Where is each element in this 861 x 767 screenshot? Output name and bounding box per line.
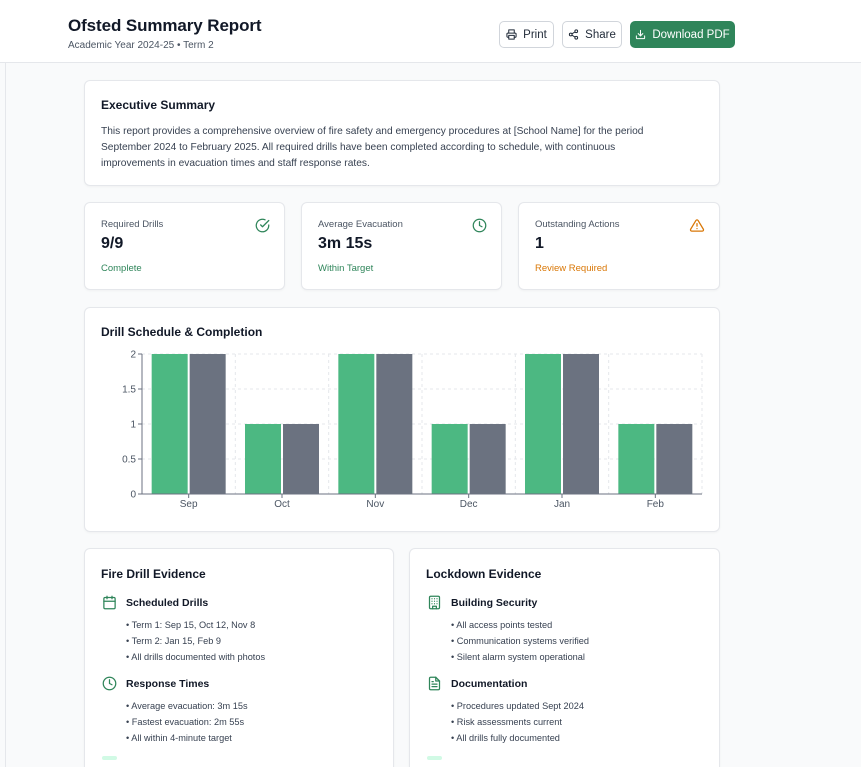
stat-card-average-evacuation: Average Evacuation 3m 15s Within Target — [301, 202, 502, 290]
next-section-icon — [427, 756, 442, 760]
stat-note: Within Target — [318, 263, 374, 274]
executive-summary-title: Executive Summary — [101, 98, 216, 112]
fire-drill-evidence-card: Fire Drill Evidence Scheduled Drills • T… — [84, 548, 394, 767]
stat-label: Outstanding Actions — [535, 219, 620, 230]
download-pdf-label: Download PDF — [652, 28, 730, 41]
stat-value: 3m 15s — [318, 235, 373, 252]
stat-value: 1 — [535, 235, 544, 252]
clock-icon — [472, 218, 487, 238]
evidence-item: • Average evacuation: 3m 15s — [126, 701, 248, 711]
check-circle-icon — [255, 218, 270, 238]
content-divider — [5, 63, 6, 767]
stat-note: Review Required — [535, 263, 608, 274]
evidence-item: • All within 4-minute target — [126, 733, 232, 743]
bar — [189, 354, 226, 494]
x-tick-label: Dec — [460, 499, 478, 510]
building-icon — [427, 595, 442, 615]
lockdown-evidence-card: Lockdown Evidence Building Security • Al… — [409, 548, 720, 767]
fire-evidence-title: Fire Drill Evidence — [101, 567, 206, 581]
warning-triangle-icon — [689, 218, 705, 238]
stat-label: Average Evacuation — [318, 219, 403, 230]
stat-card-required-drills: Required Drills 9/9 Complete — [84, 202, 285, 290]
evidence-item: • Term 2: Jan 15, Feb 9 — [126, 636, 221, 646]
stat-note: Complete — [101, 263, 142, 274]
bar — [376, 354, 413, 494]
printer-icon — [506, 29, 517, 40]
header-bar: Ofsted Summary Report Academic Year 2024… — [0, 0, 861, 63]
y-tick-label: 0.5 — [122, 455, 136, 466]
share-button-label: Share — [585, 28, 616, 41]
bar — [563, 354, 599, 494]
stat-label: Required Drills — [101, 219, 164, 230]
x-tick-label: Oct — [274, 499, 290, 510]
document-icon — [427, 676, 442, 696]
y-tick-label: 2 — [130, 350, 136, 361]
page-title: Ofsted Summary Report — [68, 16, 262, 35]
evidence-item: • Risk assessments current — [451, 717, 562, 727]
x-tick-label: Sep — [180, 499, 198, 510]
bar — [151, 354, 188, 494]
x-tick-label: Nov — [366, 499, 384, 510]
bar — [338, 354, 375, 494]
share-icon — [568, 29, 579, 40]
evidence-item: • All drills documented with photos — [126, 652, 266, 662]
evidence-section-title: Response Times — [126, 678, 210, 690]
page-subtitle: Academic Year 2024-25 • Term 2 — [68, 40, 214, 51]
share-button[interactable]: Share — [562, 21, 622, 48]
evidence-item: • All access points tested — [451, 620, 553, 630]
executive-summary-card: Executive Summary This report provides a… — [84, 80, 720, 186]
bar — [469, 424, 506, 494]
evidence-section-title: Scheduled Drills — [126, 597, 209, 609]
drill-schedule-chart-card: Drill Schedule & Completion 0 0.5 1 1.5 2 Sep… — [84, 307, 720, 532]
x-tick-label: Jan — [554, 499, 570, 510]
calendar-icon — [102, 595, 117, 615]
y-tick-label: 1 — [130, 420, 136, 431]
bar — [245, 424, 281, 494]
clock-icon — [102, 676, 117, 696]
print-button-label: Print — [523, 28, 547, 41]
evidence-item: • Silent alarm system operational — [451, 652, 585, 662]
download-pdf-button[interactable]: Download PDF — [630, 21, 735, 48]
bar — [618, 424, 655, 494]
executive-summary-text: This report provides a comprehensive ove… — [101, 126, 644, 169]
evidence-item: • Procedures updated Sept 2024 — [451, 701, 584, 711]
y-tick-label: 0 — [130, 490, 136, 501]
next-section-icon — [102, 756, 117, 760]
evidence-item: • Term 1: Sep 15, Oct 12, Nov 8 — [126, 620, 256, 630]
evidence-item: • Fastest evacuation: 2m 55s — [126, 717, 245, 727]
stat-value: 9/9 — [101, 235, 124, 252]
evidence-section-title: Building Security — [451, 597, 538, 609]
evidence-item: • Communication systems verified — [451, 636, 590, 646]
download-icon — [635, 29, 646, 40]
drill-schedule-chart: 0 0.5 1 1.5 2 Sep Oct Nov Dec Jan Feb — [122, 350, 703, 510]
evidence-item: • All drills fully documented — [451, 733, 560, 743]
x-tick-label: Feb — [647, 499, 665, 510]
bar — [283, 424, 319, 494]
lockdown-evidence-title: Lockdown Evidence — [426, 567, 542, 581]
bar — [431, 424, 468, 494]
print-button[interactable]: Print — [499, 21, 554, 48]
stat-card-outstanding-actions: Outstanding Actions 1 Review Required — [518, 202, 720, 290]
bar — [525, 354, 561, 494]
bar — [656, 424, 693, 494]
chart-title: Drill Schedule & Completion — [101, 325, 263, 339]
evidence-section-title: Documentation — [451, 678, 528, 690]
y-tick-label: 1.5 — [122, 385, 136, 396]
